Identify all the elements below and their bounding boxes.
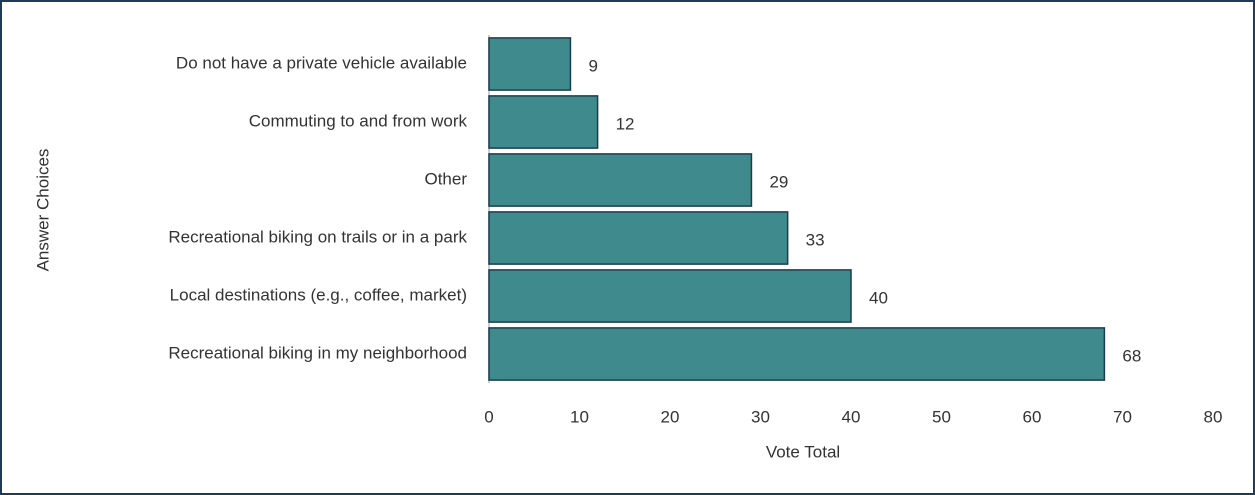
value-label: 29 <box>769 172 788 191</box>
y-tick-label: Commuting to and from work <box>249 111 468 130</box>
y-tick-label: Do not have a private vehicle available <box>176 53 467 72</box>
bar <box>488 153 753 207</box>
y-tick-label: Local destinations (e.g., coffee, market… <box>170 285 467 304</box>
x-tick-label: 60 <box>1023 407 1042 426</box>
value-label: 33 <box>806 230 825 249</box>
x-tick-label: 10 <box>570 407 589 426</box>
x-tick-label: 40 <box>842 407 861 426</box>
bar <box>488 95 599 149</box>
x-tick-label: 70 <box>1113 407 1132 426</box>
bar <box>488 327 1106 381</box>
bar <box>488 211 789 265</box>
x-tick-label: 80 <box>1204 407 1223 426</box>
y-tick-label: Other <box>424 169 467 188</box>
bar <box>488 269 852 323</box>
value-label: 9 <box>588 56 597 75</box>
value-label: 68 <box>1122 346 1141 365</box>
y-axis-title: Answer Choices <box>33 149 52 272</box>
x-tick-label: 0 <box>484 407 493 426</box>
y-tick-label: Recreational biking on trails or in a pa… <box>168 227 467 246</box>
x-tick-label: 30 <box>751 407 770 426</box>
x-tick-label: 50 <box>932 407 951 426</box>
y-tick-label: Recreational biking in my neighborhood <box>168 343 467 362</box>
x-axis-title: Vote Total <box>766 442 840 461</box>
value-label: 12 <box>616 114 635 133</box>
value-label: 40 <box>869 288 888 307</box>
bar <box>488 37 572 91</box>
x-tick-label: 20 <box>661 407 680 426</box>
